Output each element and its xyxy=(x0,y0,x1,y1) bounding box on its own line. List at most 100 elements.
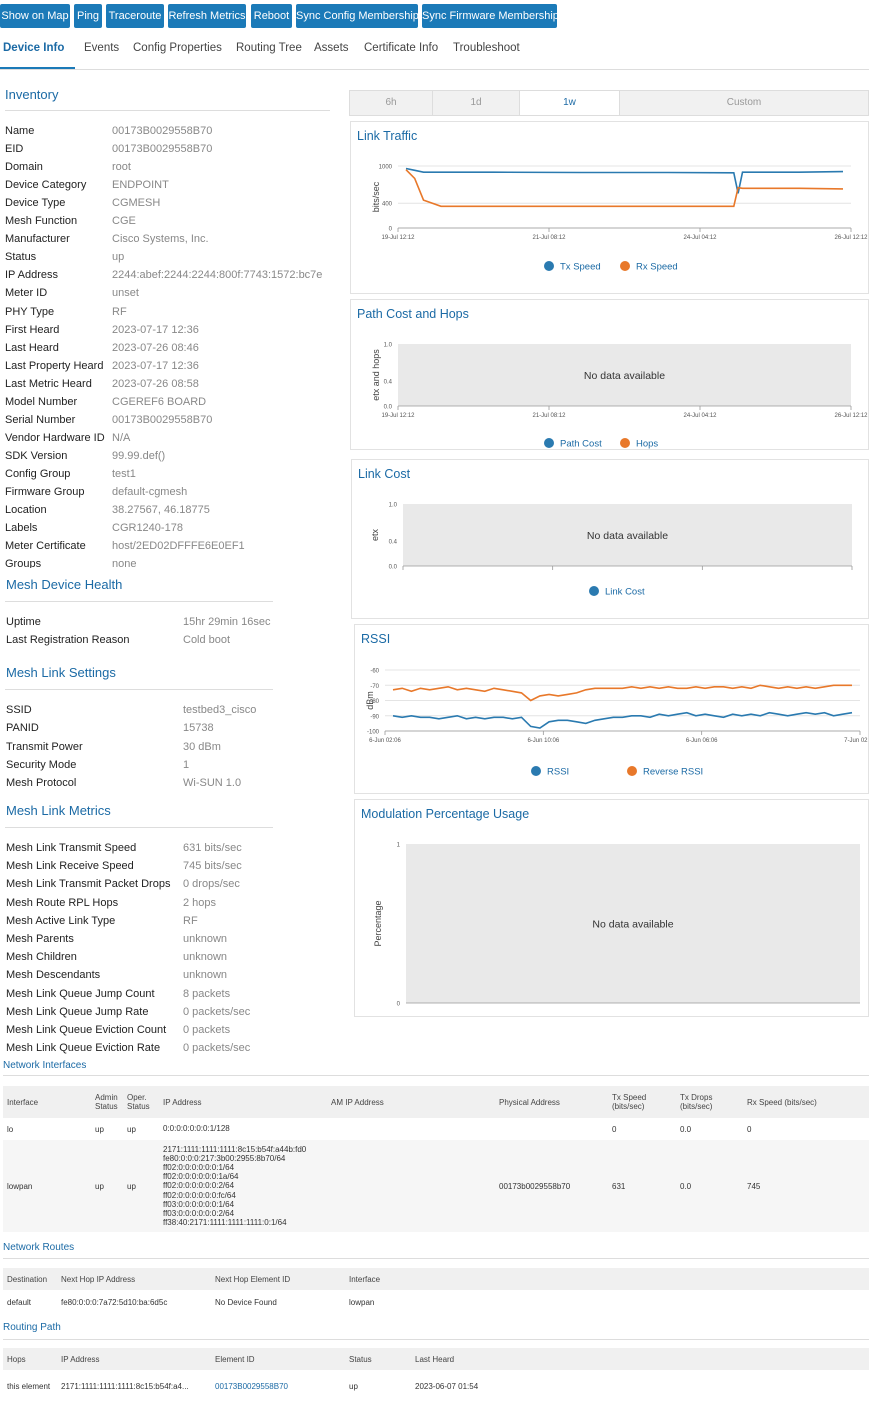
sync-config-membership-button[interactable]: Sync Config Membership xyxy=(296,4,419,28)
column-header-last-heard[interactable]: Last Heard xyxy=(411,1348,869,1370)
mesh-function-label: Mesh Function xyxy=(5,215,78,228)
ip-address-entry: ff38:40:2171:1111:1111:1111:0:1/64 xyxy=(163,1218,287,1228)
column-header-physical-address[interactable]: Physical Address xyxy=(495,1086,608,1118)
y-axis-label: etx xyxy=(370,529,380,542)
domain-value: root xyxy=(112,161,131,174)
time-range-selector: 6h 1d 1w Custom xyxy=(349,90,869,116)
legend-marker-link-cost xyxy=(589,586,599,596)
eid-value: 00173B0029558B70 xyxy=(112,143,213,156)
ip-address-entry: ff02:0:0:0:0:0:0:fc/64 xyxy=(163,1190,236,1200)
column-header-oper-status[interactable]: Oper. Status xyxy=(123,1086,159,1118)
manufacturer-label: Manufacturer xyxy=(5,233,70,246)
tab-events[interactable]: Events xyxy=(84,42,120,54)
column-header-destination[interactable]: Destination xyxy=(3,1268,57,1290)
tab-routing-tree[interactable]: Routing Tree xyxy=(236,42,302,54)
status-value: up xyxy=(112,251,125,264)
mesh-route-rpl-hops-value: 2 hops xyxy=(183,896,217,909)
show-on-map-button[interactable]: Show on Map xyxy=(0,4,70,28)
ip-address-value: 2244:abef:2244:2244:800f:7743:1572:bc7e xyxy=(112,269,323,282)
column-header-element-id[interactable]: Element ID xyxy=(211,1348,345,1370)
legend-label-tx-speed: Tx Speed xyxy=(560,262,601,273)
column-header-am-ip-address[interactable]: AM IP Address xyxy=(327,1086,495,1118)
series-line-rssi xyxy=(392,711,853,729)
column-header-status[interactable]: Status xyxy=(345,1348,411,1370)
meter-id-value: unset xyxy=(112,287,139,300)
range-6h-button[interactable]: 6h xyxy=(350,91,433,115)
y-axis-label: Percentage xyxy=(373,900,383,946)
table-cell-admin-status: up xyxy=(91,1140,123,1232)
name-value: 00173B0029558B70 xyxy=(112,125,213,137)
table-cell-tx-speed-bits-sec: 631 xyxy=(608,1140,676,1232)
legend-marker-hops xyxy=(620,438,630,448)
column-header-tx-drops-bits-sec[interactable]: Tx Drops (bits/sec) xyxy=(676,1086,743,1118)
tab-troubleshoot[interactable]: Troubleshoot xyxy=(453,42,520,54)
column-header-admin-status[interactable]: Admin Status xyxy=(91,1086,123,1118)
table-cell-physical-address: 00173b0029558b70 xyxy=(495,1140,608,1232)
mesh-link-transmit-speed-label: Mesh Link Transmit Speed xyxy=(6,842,137,854)
security-mode-label: Security Mode xyxy=(6,758,77,771)
x-tick-label: 26-Jul 12:12 xyxy=(834,413,868,419)
x-tick-label: 6-Jun 06:06 xyxy=(686,738,718,744)
column-header-next-hop-ip-address[interactable]: Next Hop IP Address xyxy=(57,1268,211,1290)
range-1w-button[interactable]: 1w xyxy=(520,91,620,115)
x-tick-label: 21-Jul 08:12 xyxy=(532,413,566,419)
mesh-function-value: CGE xyxy=(112,215,136,228)
device-type-label: Device Type xyxy=(5,197,66,210)
tab-certificate-info[interactable]: Certificate Info xyxy=(364,42,439,54)
table-cell-destination: default xyxy=(7,1297,32,1307)
ip-address-list: 2171:1111:1111:1111:8c15:b54f:a44b:fd0 fe… xyxy=(159,1140,327,1232)
location-label: Location xyxy=(5,504,47,517)
device-category-label: Device Category xyxy=(5,179,87,192)
column-header-ip-address[interactable]: IP Address xyxy=(57,1348,211,1370)
traceroute-button[interactable]: Traceroute xyxy=(106,4,164,28)
mesh-device-health-title: Mesh Device Health xyxy=(6,577,123,592)
column-header-hops[interactable]: Hops xyxy=(3,1348,57,1370)
range-custom-button[interactable]: Custom xyxy=(726,97,762,108)
column-header-rx-speed-bits-sec[interactable]: Rx Speed (bits/sec) xyxy=(743,1086,869,1118)
table-cell-rx-speed-bits-sec: 0 xyxy=(747,1124,752,1134)
mesh-link-queue-eviction-rate-label: Mesh Link Queue Eviction Rate xyxy=(6,1042,161,1055)
mesh-link-receive-speed-value: 745 bits/sec xyxy=(183,860,242,873)
mesh-link-queue-jump-count-label: Mesh Link Queue Jump Count xyxy=(6,987,155,1000)
y-tick-label: -80 xyxy=(370,699,379,705)
y-tick-label: 1.0 xyxy=(389,503,398,509)
column-header-interface[interactable]: Interface xyxy=(3,1086,91,1118)
location-value: 38.27567, 46.18775 xyxy=(112,504,210,517)
first-heard-label: First Heard xyxy=(5,323,60,336)
rssi-panel: RSSI -60 -70 -80 -90 -100 6-Jun 02:06 6-Jun 10… xyxy=(354,624,869,794)
device-category-value: ENDPOINT xyxy=(112,179,169,192)
uptime-value: 15hr 29min 16sec xyxy=(183,616,271,628)
column-header-tx-speed-bits-sec[interactable]: Tx Speed (bits/sec) xyxy=(608,1086,676,1118)
range-1d-button[interactable]: 1d xyxy=(433,91,520,115)
last-heard-value: 2023-07-26 08:46 xyxy=(112,341,199,354)
network-interfaces-table: Interface Admin Status Oper. Status IP Addr… xyxy=(3,1086,869,1232)
mesh-link-settings-title: Mesh Link Settings xyxy=(6,665,116,680)
tab-device-info[interactable]: Device Info xyxy=(3,42,65,54)
y-tick-label: -60 xyxy=(370,669,379,675)
element-id-link[interactable]: 00173B0029558B70 xyxy=(215,1381,288,1391)
rssi-chart: -60 -70 -80 -90 -100 6-Jun 02:06 6-Jun 10:06 6-… xyxy=(365,669,868,778)
refresh-metrics-button[interactable]: Refresh Metrics xyxy=(168,4,246,28)
mesh-parents-label: Mesh Parents xyxy=(6,933,74,945)
reboot-button[interactable]: Reboot xyxy=(251,4,292,28)
table-cell-oper-status: up xyxy=(127,1124,136,1134)
tab-divider xyxy=(0,69,869,70)
ip-address-label: IP Address xyxy=(5,269,58,282)
column-header-ip-address[interactable]: IP Address xyxy=(159,1086,327,1118)
y-tick-label: -100 xyxy=(367,730,380,736)
column-header-next-hop-element-id[interactable]: Next Hop Element ID xyxy=(211,1268,345,1290)
sync-firmware-membership-button[interactable]: Sync Firmware Membership xyxy=(422,4,559,28)
divider xyxy=(3,1075,869,1076)
tab-config-properties[interactable]: Config Properties xyxy=(133,42,222,54)
last-property-heard-label: Last Property Heard xyxy=(5,359,104,372)
active-tab-indicator xyxy=(0,67,75,70)
meter-certificate-value: host/2ED02DFFFE6E0EF1 xyxy=(112,540,245,553)
last-property-heard-value: 2023-07-17 12:36 xyxy=(112,359,199,372)
network-routes-title: Network Routes xyxy=(3,1242,75,1253)
column-header-interface[interactable]: Interface xyxy=(345,1268,869,1290)
ping-button[interactable]: Ping xyxy=(74,4,102,28)
mesh-link-transmit-packet-drops-label: Mesh Link Transmit Packet Drops xyxy=(6,878,171,891)
meter-id-label: Meter ID xyxy=(5,287,48,300)
x-tick-label: 6-Jun 02:06 xyxy=(369,738,401,744)
tab-assets[interactable]: Assets xyxy=(314,42,349,54)
